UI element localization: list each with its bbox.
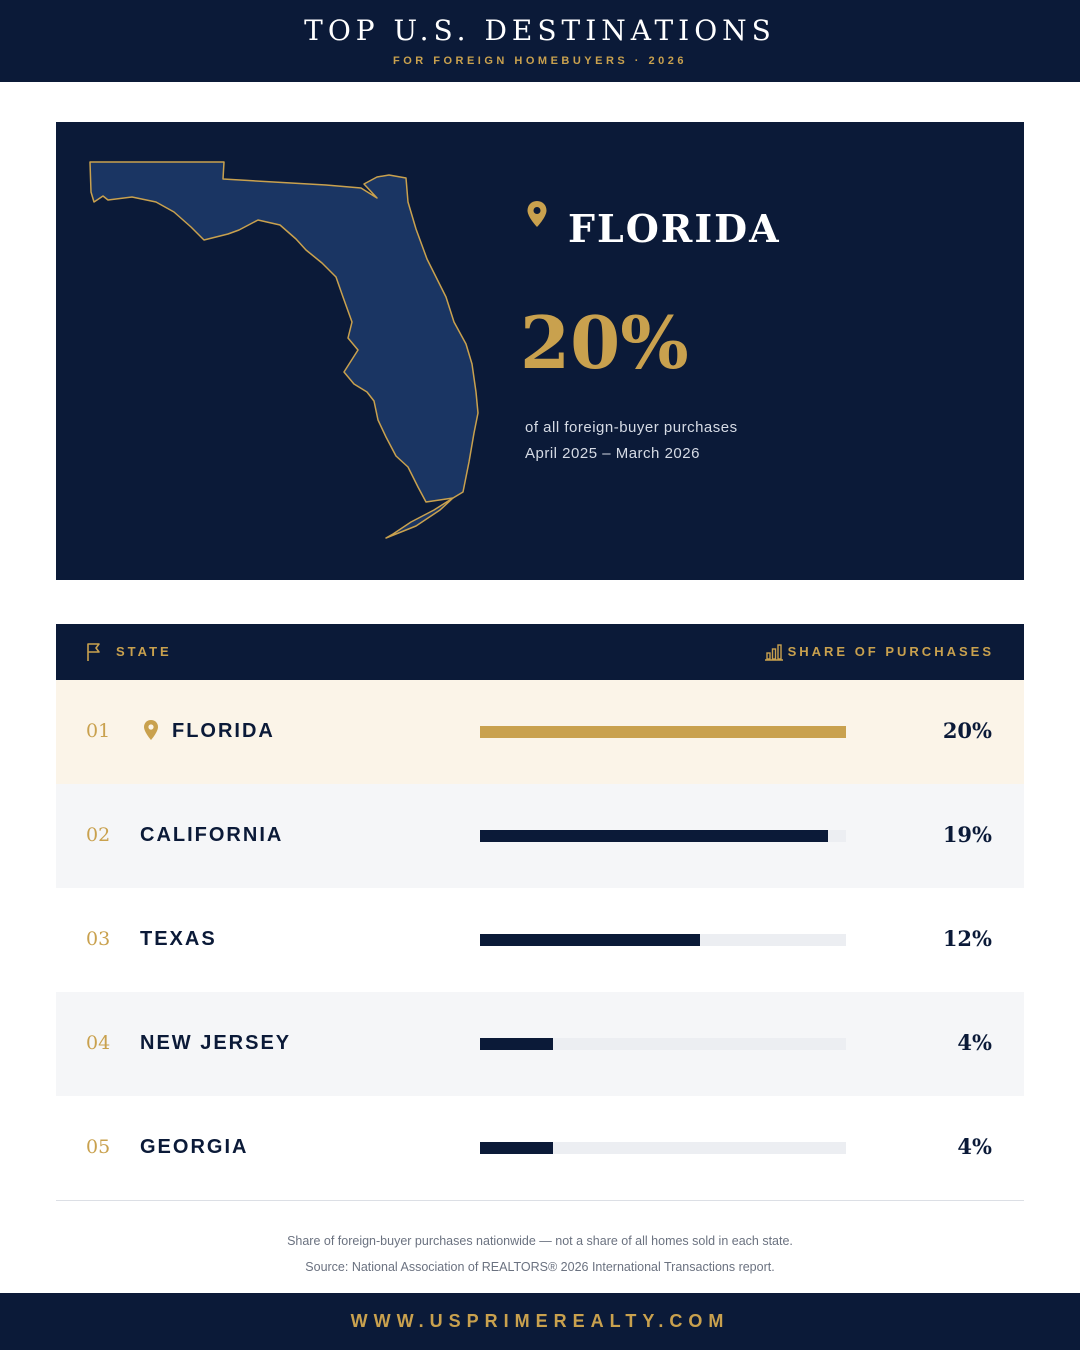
bar (480, 830, 828, 842)
bar (480, 1142, 554, 1154)
row-percent: 4% (957, 1134, 992, 1159)
bar (480, 1038, 554, 1050)
row-percent: 19% (942, 822, 992, 847)
featured-percent: 20% (520, 300, 689, 385)
row-percent: 20% (942, 718, 992, 743)
column-header-state: STATE (116, 644, 172, 659)
flag-icon (87, 643, 100, 661)
row-state-name: TEXAS (140, 928, 217, 950)
bar-track (480, 830, 846, 842)
table-row: 04 NEW JERSEY 4% (56, 992, 1024, 1096)
row-state-name: CALIFORNIA (140, 824, 284, 846)
table-row: 05 GEORGIA 4% (56, 1096, 1024, 1200)
footnote: Share of foreign-buyer purchases nationw… (287, 1234, 793, 1248)
featured-period: April 2025 – March 2026 (525, 445, 700, 462)
bar-track (480, 726, 846, 738)
bar-track (480, 1142, 846, 1154)
bar (480, 934, 700, 946)
row-percent: 4% (957, 1030, 992, 1055)
bar-track (480, 1038, 846, 1050)
row-rank: 03 (86, 928, 111, 950)
bar-track (480, 934, 846, 946)
table-header: STATE SHARE OF PURCHASES (56, 624, 1024, 680)
row-percent: 12% (942, 926, 992, 951)
bar (480, 726, 846, 738)
table-row: 03 TEXAS 12% (56, 888, 1024, 992)
row-state-name: NEW JERSEY (140, 1032, 292, 1054)
table-row: 02 CALIFORNIA 19% (56, 784, 1024, 888)
column-header-share: SHARE OF PURCHASES (787, 644, 994, 659)
row-rank: 02 (86, 824, 111, 846)
page-header: TOP U.S. DESTINATIONS FOR FOREIGN HOMEBU… (0, 0, 1080, 82)
divider (56, 1200, 1024, 1201)
source-note: Source: National Association of REALTORS… (305, 1260, 775, 1274)
row-rank: 05 (86, 1136, 111, 1158)
page-subtitle: FOR FOREIGN HOMEBUYERS · 2026 (392, 55, 688, 67)
row-rank: 01 (86, 720, 111, 742)
page-footer: WWW.USPRIMEREALTY.COM (0, 1293, 1080, 1350)
map-pin-icon (144, 720, 158, 740)
florida-map (89, 161, 479, 539)
featured-state-name: FLORIDA (568, 206, 781, 251)
map-pin-icon (527, 201, 547, 227)
featured-caption: of all foreign-buyer purchases (525, 419, 738, 436)
featured-state-panel: FLORIDA 20% of all foreign-buyer purchas… (56, 122, 1024, 580)
page-title: TOP U.S. DESTINATIONS (304, 14, 776, 47)
row-state-name: GEORGIA (140, 1136, 249, 1158)
row-state-name: FLORIDA (172, 720, 275, 742)
table-row: 01 FLORIDA 20% (56, 680, 1024, 784)
row-rank: 04 (86, 1032, 111, 1054)
bar-chart-icon (765, 644, 783, 661)
website-link[interactable]: WWW.USPRIMEREALTY.COM (350, 1311, 730, 1331)
